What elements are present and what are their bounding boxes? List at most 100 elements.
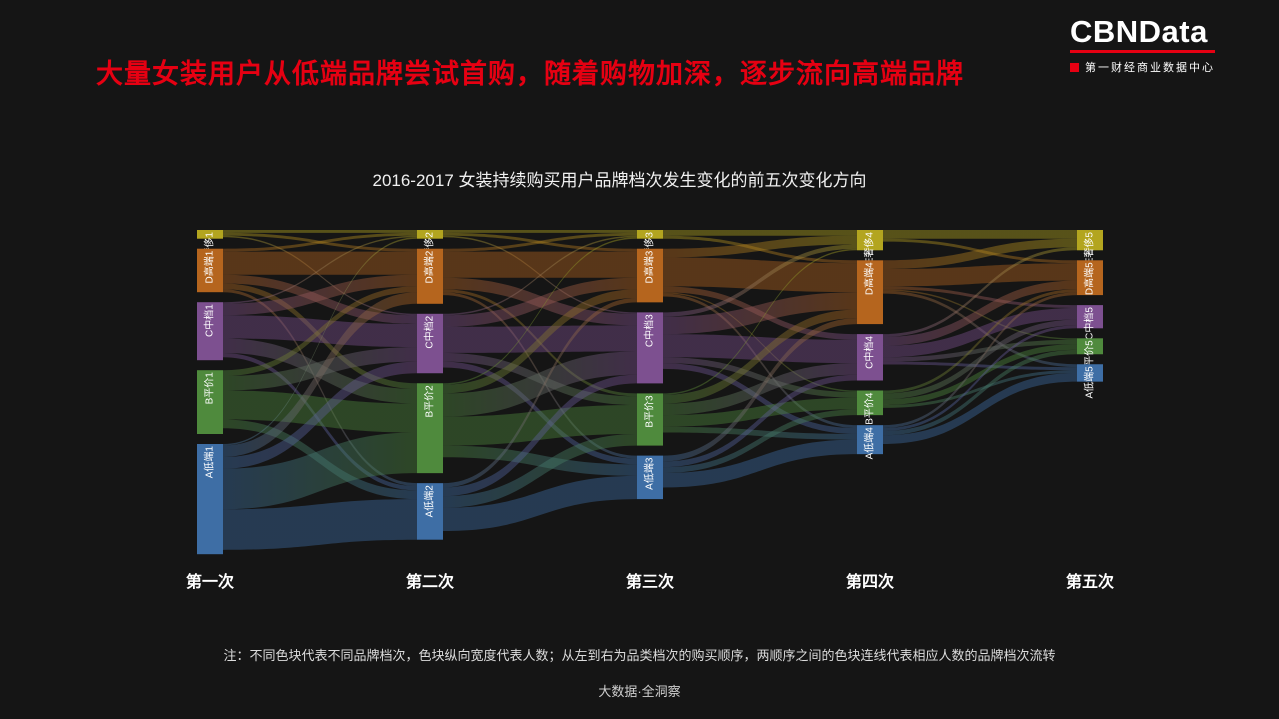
node-label: A低端2 (423, 485, 436, 518)
step-label: 第三次 (626, 572, 674, 591)
sankey-link (443, 298, 637, 488)
sankey-link (883, 292, 1077, 429)
sankey-link (443, 277, 637, 327)
sankey-link (883, 238, 1077, 269)
sankey-link (223, 235, 417, 316)
node-label: C中档4 (863, 336, 876, 369)
sankey-link (883, 361, 1077, 371)
logo-subtitle-text: 第一财经商业数据中心 (1085, 62, 1215, 74)
node-label: E奢侈4 (863, 232, 876, 265)
step-label: 第一次 (186, 572, 234, 591)
sankey-link (223, 499, 417, 550)
sankey-link (663, 357, 857, 398)
sankey-node (1077, 364, 1103, 382)
sankey-link (883, 230, 1077, 239)
sankey-link (883, 280, 1077, 346)
sankey-link (223, 230, 417, 233)
node-label: B平价3 (644, 395, 656, 428)
step-label: 第四次 (846, 572, 894, 591)
sankey-link (883, 308, 1077, 358)
node-label: D高端1 (203, 250, 216, 283)
node-label: A低端3 (643, 457, 656, 490)
sankey-node (857, 334, 883, 381)
sankey-node (857, 425, 883, 455)
sankey-link (663, 257, 857, 293)
sankey-link (663, 230, 857, 236)
sankey-node (637, 312, 663, 384)
sankey-link (663, 426, 857, 440)
node-label: B平价1 (204, 372, 216, 405)
sankey-node (637, 248, 663, 303)
sankey-link (883, 325, 1077, 431)
node-label: A低端5 (1083, 366, 1096, 399)
sankey-node (197, 370, 223, 434)
sankey-link (443, 434, 637, 508)
sankey-link (883, 247, 1077, 337)
sankey-link (663, 309, 857, 404)
sankey-link (443, 351, 637, 417)
node-label: C中档3 (643, 314, 656, 347)
sankey-link (663, 363, 857, 434)
sankey-node (1077, 260, 1103, 296)
sankey-link (663, 439, 857, 488)
cbndata-logo: CBNData 第一财经商业数据中心 (1070, 16, 1215, 75)
sankey-link (663, 409, 857, 473)
sankey-link (663, 235, 857, 258)
logo-wordmark: CBNData (1070, 14, 1208, 49)
sankey-link (223, 361, 417, 469)
step-label: 第五次 (1066, 572, 1114, 591)
sankey-link (663, 248, 857, 395)
sankey-link (883, 344, 1077, 405)
sankey-node (857, 260, 883, 325)
node-label: D高端2 (423, 250, 436, 283)
footer-text: 大数据·全洞察 (598, 684, 681, 699)
chart-note: 注：不同色块代表不同品牌档次，色块纵向宽度代表人数；从左到右为品类档次的购买顺序… (223, 648, 1056, 663)
chart-title: 2016-2017 女装持续购买用户品牌档次发生变化的前五次变化方向 (372, 171, 867, 190)
sankey-link (443, 251, 637, 278)
sankey-link (443, 230, 637, 233)
node-label: C中档1 (203, 304, 216, 337)
sankey-node (637, 455, 663, 500)
sankey-node (1077, 338, 1103, 355)
sankey-link (223, 232, 417, 252)
sankey-node (417, 483, 443, 540)
sankey-link (663, 397, 857, 427)
sankey-link (663, 374, 857, 468)
sankey-link (223, 289, 417, 487)
sankey-link (883, 263, 1077, 287)
sankey-node (417, 248, 443, 304)
sankey-node (417, 313, 443, 374)
sankey-link (223, 235, 417, 304)
sankey-link (883, 372, 1077, 444)
sankey-link (443, 232, 637, 252)
sankey-link (883, 349, 1077, 436)
sankey-link (443, 445, 637, 476)
sankey-link (443, 235, 637, 316)
page-title: 大量女装用户从低端品牌尝试首购，随着购物加深，逐步流向高端品牌 (96, 59, 964, 89)
sankey-link (443, 475, 637, 531)
sankey-link (223, 286, 417, 376)
sankey-link (883, 370, 1077, 408)
sankey-link (883, 339, 1077, 362)
red-square-icon (1070, 62, 1079, 72)
sankey-node (637, 230, 663, 239)
sankey-link (883, 286, 1077, 308)
sankey-node (857, 230, 883, 251)
node-label: A低端1 (203, 446, 216, 479)
sankey-link (223, 432, 417, 510)
sankey-link (663, 334, 857, 364)
sankey-node (1077, 230, 1103, 251)
sankey-link (223, 292, 417, 458)
sankey-link (443, 289, 637, 394)
node-label: B平价2 (424, 385, 436, 418)
sankey-node (197, 230, 223, 239)
step-label: 第二次 (406, 572, 454, 591)
node-label: D高端3 (643, 250, 656, 283)
sankey-node (1077, 305, 1103, 329)
node-label: E奢侈5 (1083, 232, 1096, 265)
logo-underline (1070, 50, 1215, 53)
sankey-link (223, 251, 417, 275)
sankey-node (417, 383, 443, 474)
sankey-node (417, 230, 443, 239)
